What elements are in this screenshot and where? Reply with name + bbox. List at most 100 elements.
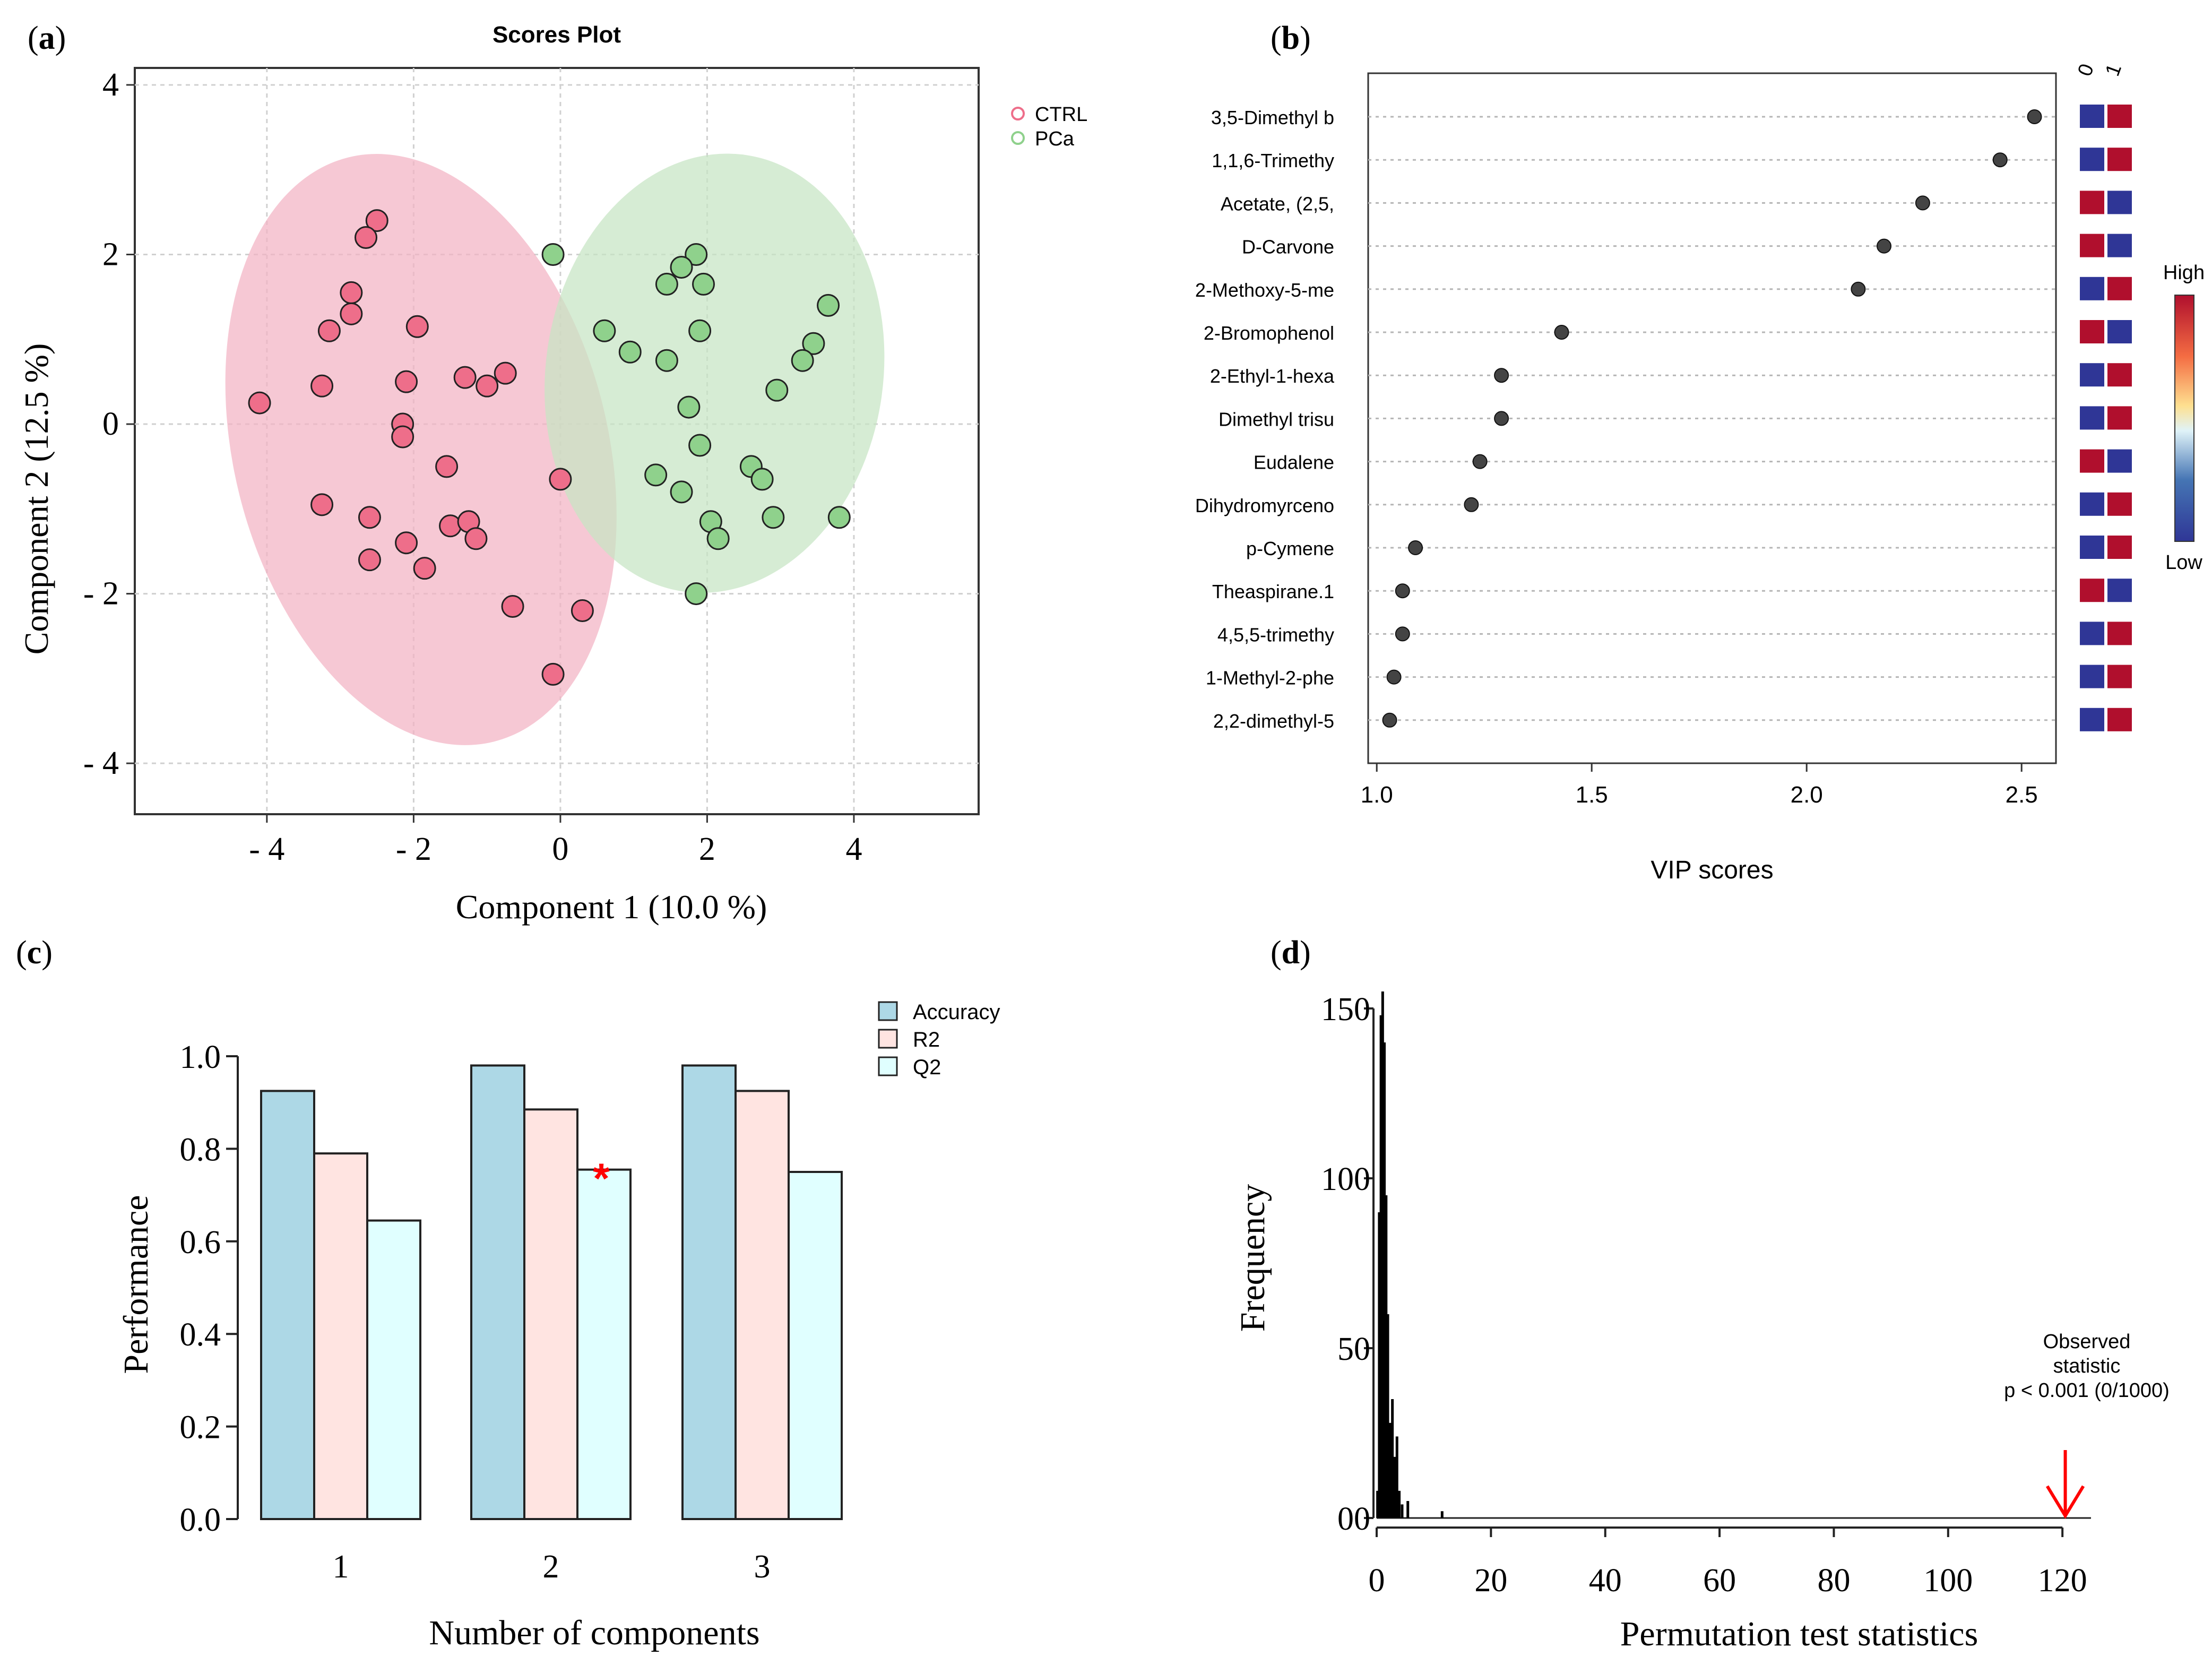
vip-heat-cell-12-0	[2079, 620, 2105, 646]
permutation-histogram-bins	[1376, 991, 1444, 1518]
performance-y-tick-label-5: 1.0	[180, 1039, 221, 1075]
vip-feature-label-11: Theaspirane.1	[1212, 581, 1334, 602]
bar-accuracy-3	[681, 1064, 737, 1520]
vip-dot-10	[1408, 540, 1423, 555]
vip-heat-cell-1-0	[2079, 146, 2105, 172]
hist-bin-11	[1398, 1490, 1401, 1518]
legend-marker-pca	[1011, 131, 1025, 145]
vip-heat-cell-11-1	[2106, 577, 2133, 603]
score-point-pca-2	[670, 255, 693, 279]
hist-bin-10	[1395, 1436, 1398, 1518]
performance-y-tick-label-0: 0.0	[180, 1502, 221, 1538]
score-point-ctrl-7	[405, 315, 429, 338]
vip-dot-8	[1472, 454, 1488, 469]
score-point-pca-14	[688, 434, 712, 457]
vip-heat-cell-8-0	[2079, 448, 2105, 474]
score-point-ctrl-19	[464, 527, 488, 550]
score-point-pca-18	[670, 480, 693, 504]
scores-y-tick-label-4: 4	[102, 67, 119, 103]
vip-plot-rows: 3,5-Dimethyl b 1,1,6-Trimethy Acetate, (2,…	[1195, 107, 2056, 732]
permutation-y-axis: 00 50 100 150	[1321, 991, 1375, 1537]
confidence-ellipse-pca	[545, 153, 885, 593]
vip-feature-label-1: 1,1,6-Trimethy	[1212, 150, 1334, 171]
vip-feature-label-3: D-Carvone	[1242, 236, 1334, 258]
performance-y-tick-label-4: 0.8	[180, 1132, 221, 1168]
vip-heat-cell-9-0	[2079, 491, 2105, 517]
scores-plot-points	[248, 209, 851, 686]
permutation-y-axis-label: Frequency	[1233, 1184, 1272, 1332]
hist-bin-12	[1401, 1504, 1404, 1518]
vip-heat-cell-9-1	[2106, 491, 2133, 517]
score-point-pca-3	[655, 272, 678, 296]
bar-r2-3	[735, 1090, 790, 1520]
vip-x-tick-label-3: 2.5	[2006, 782, 2038, 808]
legend-label-ctrl: CTRL	[1035, 104, 1087, 126]
score-point-pca-22	[827, 506, 851, 529]
performance-x-tick-labels: 1 2 3	[333, 1549, 771, 1585]
scores-plot: - 4 - 2 0 2 4 - 4 - 2 0 2 4 Scores Plot Componen…	[18, 22, 1087, 926]
vip-heat-cell-7-1	[2106, 405, 2133, 431]
hist-bin-3	[1381, 991, 1384, 1518]
hist-bin-9	[1393, 1456, 1396, 1518]
vip-dot-14	[1382, 712, 1397, 728]
observed-arrow-head	[2045, 1485, 2085, 1519]
panel-label-a: (a)	[28, 20, 66, 56]
scores-x-tick-label-4: 4	[845, 831, 862, 867]
permutation-y-tick-label-3: 150	[1321, 991, 1370, 1028]
hist-bin-8	[1391, 1399, 1394, 1518]
vip-heat-cell-14-0	[2079, 706, 2105, 732]
legend-swatch-r2	[878, 1029, 898, 1049]
bar-q2-2	[576, 1168, 632, 1520]
vip-dot-11	[1395, 583, 1410, 599]
performance-x-tick-label-1: 1	[333, 1549, 349, 1585]
vip-plot-x-ticks: 1.0 1.5 2.0 2.5	[1361, 763, 2038, 808]
scores-plot-title: Scores Plot	[492, 22, 621, 48]
vip-colorbar: High Low	[2163, 262, 2205, 574]
score-point-ctrl-23	[501, 595, 524, 618]
colorbar-low-label: Low	[2165, 551, 2202, 574]
score-point-ctrl-8	[395, 370, 418, 393]
vip-heat-cell-4-0	[2079, 275, 2105, 301]
score-point-pca-9	[618, 340, 642, 364]
permutation-y-tick-label-2: 100	[1321, 1161, 1370, 1197]
score-point-ctrl-21	[358, 548, 381, 572]
hist-bin-6	[1386, 1314, 1389, 1518]
hist-bin-2	[1379, 1015, 1382, 1518]
vip-feature-label-2: Acetate, (2,5,	[1221, 193, 1334, 214]
scores-plot-y-axis-label: Component 2 (12.5 %)	[18, 343, 55, 655]
permutation-x-tick-label-3: 60	[1703, 1563, 1736, 1599]
legend-swatch-accuracy	[878, 1001, 898, 1021]
vip-heat-cell-6-1	[2106, 362, 2133, 388]
vip-heat-cell-3-0	[2079, 232, 2105, 258]
vip-heat-cell-14-1	[2106, 706, 2133, 732]
score-point-ctrl-5	[317, 319, 341, 342]
score-point-ctrl-16	[358, 506, 381, 529]
vip-feature-label-6: 2-Ethyl-1-hexa	[1210, 365, 1335, 387]
performance-x-tick-label-3: 3	[754, 1549, 771, 1585]
vip-heat-cell-5-0	[2079, 319, 2105, 344]
vip-plot: 3,5-Dimethyl b 1,1,6-Trimethy Acetate, (2,…	[1195, 61, 2205, 884]
scores-plot-y-ticks: - 4 - 2 0 2 4	[83, 67, 135, 781]
vip-dot-9	[1464, 497, 1479, 512]
legend-label-accuracy: Accuracy	[913, 1000, 1000, 1024]
score-point-ctrl-24	[571, 599, 594, 623]
performance-bars	[260, 1064, 843, 1521]
permutation-x-tick-label-5: 100	[1923, 1563, 1973, 1599]
vip-feature-label-10: p-Cymene	[1246, 538, 1334, 559]
score-point-pca-8	[802, 332, 825, 355]
observed-label-line-1: statistic	[2053, 1355, 2121, 1377]
vip-feature-label-12: 4,5,5-trimethy	[1217, 624, 1334, 645]
scores-x-tick-label-0: - 4	[249, 831, 284, 867]
vip-heat-cell-10-0	[2079, 534, 2105, 560]
vip-feature-label-9: Dihydromyrceno	[1195, 495, 1334, 516]
colorbar-gradient	[2174, 295, 2194, 542]
bar-accuracy-2	[470, 1064, 525, 1520]
score-point-ctrl-1	[365, 209, 388, 232]
score-point-ctrl-3	[340, 281, 363, 304]
vip-dot-5	[1554, 325, 1569, 340]
scores-x-tick-label-3: 2	[699, 831, 715, 867]
score-point-pca-10	[655, 349, 678, 372]
scores-y-tick-label-3: 2	[102, 237, 119, 273]
score-point-ctrl-2	[355, 226, 378, 249]
